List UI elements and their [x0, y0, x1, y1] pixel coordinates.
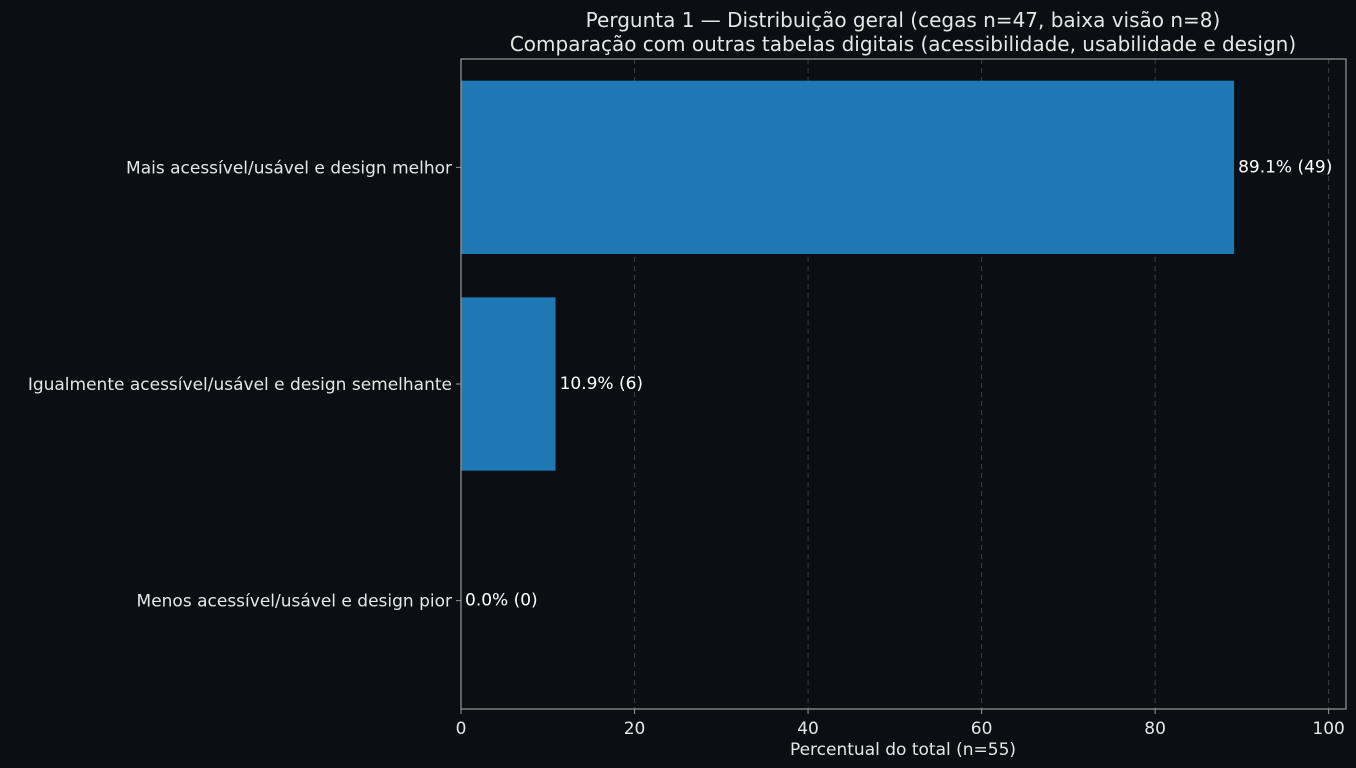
bar [461, 80, 1235, 255]
x-tick-label: 60 [971, 719, 993, 739]
data-label: 0.0% (0) [465, 591, 538, 611]
data-label: 10.9% (6) [560, 374, 644, 394]
y-axis: Mais acessível/usável e design melhor Igu… [28, 158, 461, 612]
bars [461, 80, 1235, 471]
x-tick-label: 40 [797, 719, 819, 739]
x-axis: 0 20 40 60 80 100 [456, 709, 1345, 739]
data-label: 89.1% (49) [1238, 157, 1332, 177]
x-tick-label: 100 [1312, 719, 1344, 739]
y-tick-label: Igualmente acessível/usável e design sem… [28, 375, 452, 395]
chart-title: Pergunta 1 — Distribuição geral (cegas n… [586, 8, 1221, 32]
x-axis-label: Percentual do total (n=55) [790, 740, 1016, 760]
x-tick-label: 0 [456, 719, 467, 739]
data-labels: 89.1% (49) 10.9% (6) 0.0% (0) [465, 157, 1332, 610]
y-tick-label: Menos acessível/usável e design pior [137, 592, 452, 612]
y-tick-label: Mais acessível/usável e design melhor [126, 158, 452, 178]
bar [461, 297, 556, 471]
chart-subtitle: Comparação com outras tabelas digitais (… [510, 32, 1296, 56]
x-tick-label: 80 [1144, 719, 1166, 739]
x-tick-label: 20 [624, 719, 646, 739]
